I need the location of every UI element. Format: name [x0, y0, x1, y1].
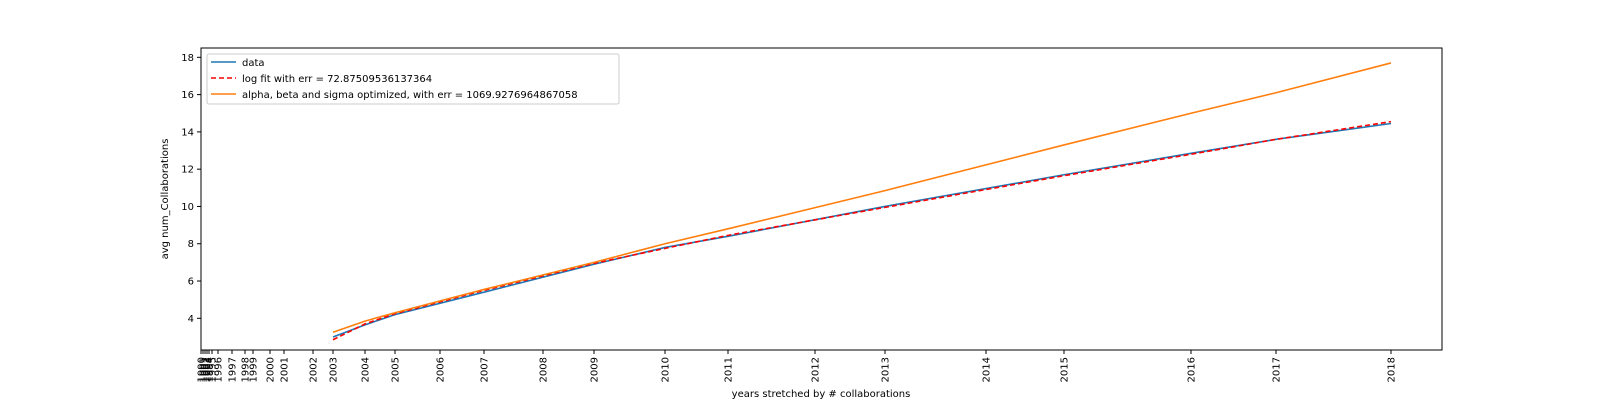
x-tick-label-2007: 2007 — [480, 357, 491, 382]
legend-label-optimized: alpha, beta and sigma optimized, with er… — [242, 90, 578, 101]
x-tick-label-2009: 2009 — [590, 357, 601, 382]
x-tick-label-1996: 1996 — [214, 357, 225, 382]
x-tick-label-2002: 2002 — [309, 357, 320, 382]
series-layer — [332, 62, 1392, 341]
y-tick-label-14: 14 — [181, 127, 194, 138]
y-tick-label-18: 18 — [181, 53, 194, 64]
legend-label-log-fit: log fit with err = 72.87509536137364 — [242, 74, 432, 85]
legend: data log fit with err = 72.8750953613736… — [206, 53, 620, 105]
y-tick-label-8: 8 — [188, 239, 194, 250]
x-tick-label-2011: 2011 — [724, 357, 735, 382]
x-tick-label-2015: 2015 — [1060, 357, 1071, 382]
y-tick-label-4: 4 — [188, 314, 194, 325]
x-tick-label-1997: 1997 — [228, 357, 239, 382]
y-axis: 4 6 8 10 12 14 16 18 — [181, 53, 201, 325]
x-tick-label-2016: 2016 — [1187, 357, 1198, 382]
x-tick-label-2003: 2003 — [329, 357, 340, 382]
x-tick-label-2000: 2000 — [266, 357, 277, 382]
x-tick-label-2010: 2010 — [661, 357, 672, 382]
x-tick-label-2013: 2013 — [881, 357, 892, 382]
series-line-1 — [332, 120, 1392, 341]
x-tick-label-2001: 2001 — [280, 357, 291, 382]
y-tick-label-6: 6 — [188, 277, 194, 288]
legend-box — [206, 53, 620, 105]
x-tick-label-1998: 1998 — [241, 357, 252, 382]
x-tick-label-2005: 2005 — [391, 357, 402, 382]
x-tick-label-2018: 2018 — [1387, 357, 1398, 382]
x-tick-label-2012: 2012 — [811, 357, 822, 382]
x-tick-label-1990: 1990 — [197, 357, 208, 382]
x-tick-label-1994: 1994 — [205, 357, 216, 382]
y-tick-label-16: 16 — [181, 90, 194, 101]
x-tick-label-2006: 2006 — [436, 357, 447, 382]
y-tick-label-12: 12 — [181, 165, 194, 176]
x-tick-label-1993: 1993 — [203, 357, 214, 382]
x-tick-label-2014: 2014 — [982, 357, 993, 382]
x-tick-label-1991: 1991 — [199, 357, 210, 382]
x-tick-label-2008: 2008 — [539, 357, 550, 382]
x-tick-label-2004: 2004 — [361, 357, 372, 382]
y-axis-label: avg num_Collaborations — [160, 139, 171, 260]
x-tick-label-2017: 2017 — [1272, 357, 1283, 382]
x-tick-label-1999: 1999 — [249, 357, 260, 382]
legend-label-data: data — [242, 58, 265, 69]
x-tick-label-1995: 1995 — [208, 357, 219, 382]
series-line-2 — [332, 62, 1392, 334]
x-axis-label: years stretched by # collaborations — [732, 389, 911, 400]
y-tick-label-10: 10 — [181, 202, 194, 213]
x-tick-label-1992: 1992 — [201, 357, 212, 382]
